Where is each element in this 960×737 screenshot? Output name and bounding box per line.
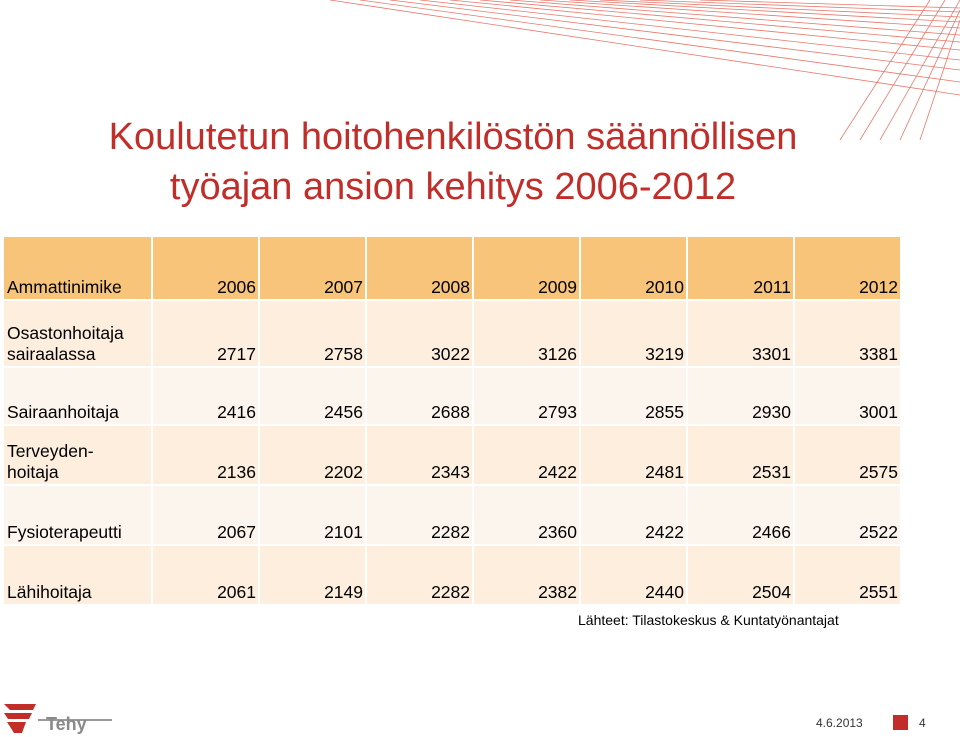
header-year-2006: 2006 <box>153 237 258 299</box>
header-year-2009: 2009 <box>474 237 579 299</box>
tehy-emblem-icon <box>4 704 36 733</box>
value-cell: 2343 <box>367 426 472 484</box>
value-cell: 2466 <box>688 486 793 544</box>
table-row: Terveyden-hoitaja 2136 2202 2343 2422 24… <box>4 426 900 484</box>
value-cell: 2282 <box>367 486 472 544</box>
table-row: Osastonhoitaja sairaalassa 2717 2758 3022… <box>4 301 900 366</box>
occupation-cell: Sairaanhoitaja <box>4 368 151 424</box>
value-cell: 2688 <box>367 368 472 424</box>
value-cell: 2101 <box>260 486 365 544</box>
value-cell: 2481 <box>581 426 686 484</box>
page-title: Koulutetun hoitohenkilöstön säännöllisen… <box>0 112 906 212</box>
value-cell: 2422 <box>474 426 579 484</box>
occupation-line-1: Terveyden- <box>7 441 94 461</box>
value-cell: 2067 <box>153 486 258 544</box>
value-cell: 3126 <box>474 301 579 366</box>
table-row: Sairaanhoitaja 2416 2456 2688 2793 2855 … <box>4 368 900 424</box>
value-cell: 2202 <box>260 426 365 484</box>
header-year-2012: 2012 <box>795 237 900 299</box>
table-row: Fysioterapeutti 2067 2101 2282 2360 2422… <box>4 486 900 544</box>
occupation-line-1: Osastonhoitaja <box>7 323 124 343</box>
value-cell: 2440 <box>581 546 686 604</box>
value-cell: 2422 <box>581 486 686 544</box>
slide-date: 4.6.2013 <box>816 716 863 730</box>
slide-number: 4 <box>919 716 926 730</box>
tehy-logo: Tehy <box>4 704 112 734</box>
value-cell: 2382 <box>474 546 579 604</box>
value-cell: 3022 <box>367 301 472 366</box>
accent-square <box>893 715 908 730</box>
value-cell: 2416 <box>153 368 258 424</box>
value-cell: 3301 <box>688 301 793 366</box>
value-cell: 2758 <box>260 301 365 366</box>
value-cell: 2531 <box>688 426 793 484</box>
value-cell: 2717 <box>153 301 258 366</box>
value-cell: 2551 <box>795 546 900 604</box>
occupation-cell: Lähihoitaja <box>4 546 151 604</box>
occupation-cell: Terveyden-hoitaja <box>4 426 151 484</box>
header-occupation: Ammattinimike <box>4 237 151 299</box>
value-cell: 2282 <box>367 546 472 604</box>
value-cell: 3219 <box>581 301 686 366</box>
title-line-1: Koulutetun hoitohenkilöstön säännöllisen <box>108 116 798 158</box>
value-cell: 2522 <box>795 486 900 544</box>
value-cell: 2930 <box>688 368 793 424</box>
value-cell: 2061 <box>153 546 258 604</box>
header-year-2010: 2010 <box>581 237 686 299</box>
value-cell: 2793 <box>474 368 579 424</box>
value-cell: 2360 <box>474 486 579 544</box>
value-cell: 2855 <box>581 368 686 424</box>
value-cell: 3381 <box>795 301 900 366</box>
value-cell: 2504 <box>688 546 793 604</box>
occupation-cell: Fysioterapeutti <box>4 486 151 544</box>
occupation-cell: Osastonhoitaja sairaalassa <box>4 301 151 366</box>
value-cell: 2575 <box>795 426 900 484</box>
table-header-row: Ammattinimike 2006 2007 2008 2009 2010 2… <box>4 237 900 299</box>
value-cell: 2456 <box>260 368 365 424</box>
wage-table: Ammattinimike 2006 2007 2008 2009 2010 2… <box>2 235 902 606</box>
value-cell: 3001 <box>795 368 900 424</box>
header-year-2008: 2008 <box>367 237 472 299</box>
occupation-line-2: hoitaja <box>7 462 59 482</box>
title-line-2: työajan ansion kehitys 2006-2012 <box>169 166 737 208</box>
value-cell: 2136 <box>153 426 258 484</box>
occupation-line-2: sairaalassa <box>7 344 96 364</box>
table-row: Lähihoitaja 2061 2149 2282 2382 2440 250… <box>4 546 900 604</box>
header-year-2007: 2007 <box>260 237 365 299</box>
header-year-2011: 2011 <box>688 237 793 299</box>
source-note: Lähteet: Tilastokeskus & Kuntatyönantaja… <box>578 612 839 628</box>
value-cell: 2149 <box>260 546 365 604</box>
logo-wordmark: Tehy <box>46 714 87 734</box>
